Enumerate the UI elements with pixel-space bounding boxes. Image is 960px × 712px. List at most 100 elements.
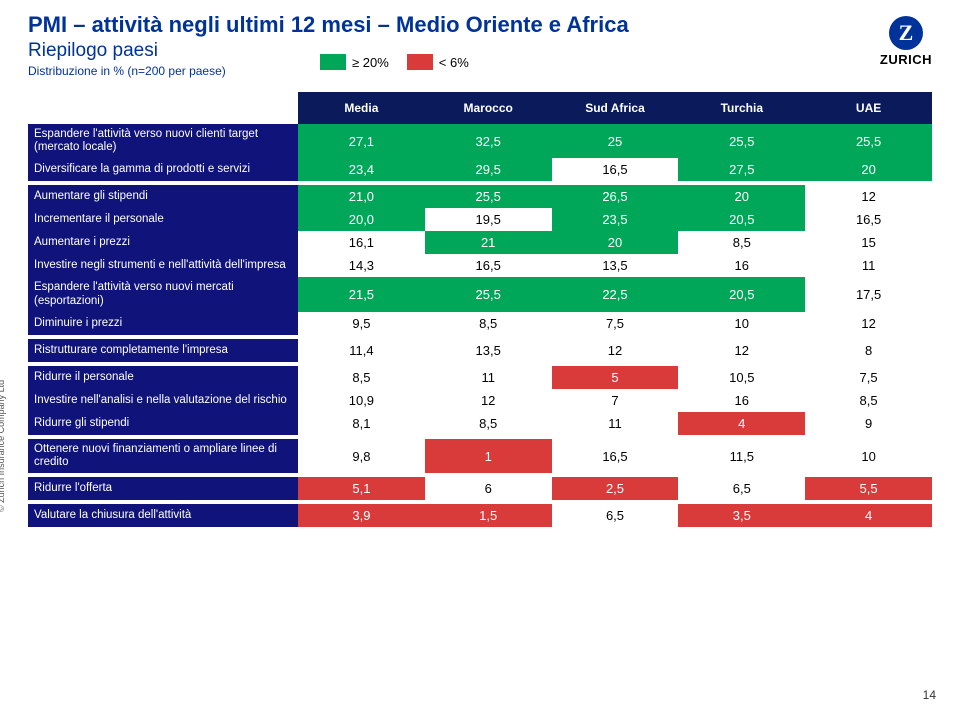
- row-label: Diminuire i prezzi: [28, 312, 298, 335]
- cell-value: 12: [552, 339, 679, 362]
- cell-value: 5,1: [298, 477, 425, 500]
- cell-value: 7,5: [552, 312, 679, 335]
- row-label: Investire nell'analisi e nella valutazio…: [28, 389, 298, 412]
- row-label: Investire negli strumenti e nell'attivit…: [28, 254, 298, 277]
- zurich-logo: Z ZURICH: [880, 12, 932, 67]
- row-label: Aumentare i prezzi: [28, 231, 298, 254]
- column-header: UAE: [805, 92, 932, 124]
- cell-value: 6,5: [678, 477, 805, 500]
- cell-value: 8: [805, 339, 932, 362]
- slide-header: PMI – attività negli ultimi 12 mesi – Me…: [0, 0, 960, 78]
- cell-value: 32,5: [425, 124, 552, 158]
- cell-value: 9,8: [298, 439, 425, 473]
- cell-value: 12: [425, 389, 552, 412]
- table-row: Investire negli strumenti e nell'attivit…: [28, 254, 932, 277]
- legend-item-low: < 6%: [407, 54, 469, 70]
- cell-value: 1: [425, 439, 552, 473]
- row-label: Ristrutturare completamente l'impresa: [28, 339, 298, 362]
- table-row: Diminuire i prezzi9,58,57,51012: [28, 312, 932, 335]
- data-table: MediaMaroccoSud AfricaTurchiaUAE Espande…: [28, 92, 932, 527]
- cell-value: 16,1: [298, 231, 425, 254]
- cell-value: 1,5: [425, 504, 552, 527]
- cell-value: 21,0: [298, 185, 425, 208]
- cell-value: 8,1: [298, 412, 425, 435]
- cell-value: 4: [805, 504, 932, 527]
- cell-value: 20: [678, 185, 805, 208]
- cell-value: 12: [678, 339, 805, 362]
- column-header-label: [28, 92, 298, 124]
- cell-value: 6,5: [552, 504, 679, 527]
- legend-swatch-green: [320, 54, 346, 70]
- cell-value: 10: [678, 312, 805, 335]
- cell-value: 22,5: [552, 277, 679, 311]
- row-label: Aumentare gli stipendi: [28, 185, 298, 208]
- table-row: Espandere l'attività verso nuovi mercati…: [28, 277, 932, 311]
- cell-value: 10: [805, 439, 932, 473]
- row-label: Diversificare la gamma di prodotti e ser…: [28, 158, 298, 181]
- row-label: Espandere l'attività verso nuovi clienti…: [28, 124, 298, 158]
- table-row: Ridurre gli stipendi8,18,51149: [28, 412, 932, 435]
- cell-value: 20,0: [298, 208, 425, 231]
- table-body: Espandere l'attività verso nuovi clienti…: [28, 124, 932, 527]
- cell-value: 9: [805, 412, 932, 435]
- cell-value: 16,5: [425, 254, 552, 277]
- title: PMI – attività negli ultimi 12 mesi – Me…: [28, 12, 880, 38]
- cell-value: 27,5: [678, 158, 805, 181]
- table-row: Ristrutturare completamente l'impresa11,…: [28, 339, 932, 362]
- cell-value: 20,5: [678, 277, 805, 311]
- cell-value: 10,5: [678, 366, 805, 389]
- cell-value: 19,5: [425, 208, 552, 231]
- cell-value: 5: [552, 366, 679, 389]
- cell-value: 6: [425, 477, 552, 500]
- cell-value: 20: [805, 158, 932, 181]
- cell-value: 9,5: [298, 312, 425, 335]
- cell-value: 11: [425, 366, 552, 389]
- cell-value: 21,5: [298, 277, 425, 311]
- data-table-wrap: MediaMaroccoSud AfricaTurchiaUAE Espande…: [0, 78, 960, 527]
- cell-value: 25,5: [678, 124, 805, 158]
- cell-value: 12: [805, 185, 932, 208]
- cell-value: 23,4: [298, 158, 425, 181]
- cell-value: 25: [552, 124, 679, 158]
- cell-value: 15: [805, 231, 932, 254]
- table-row: Valutare la chiusura dell'attività3,91,5…: [28, 504, 932, 527]
- row-label: Valutare la chiusura dell'attività: [28, 504, 298, 527]
- cell-value: 11: [552, 412, 679, 435]
- legend-item-high: ≥ 20%: [320, 54, 389, 70]
- copyright: © Zurich Insurance Company Ltd: [0, 380, 6, 512]
- cell-value: 23,5: [552, 208, 679, 231]
- cell-value: 4: [678, 412, 805, 435]
- cell-value: 8,5: [805, 389, 932, 412]
- table-row: Aumentare i prezzi16,121208,515: [28, 231, 932, 254]
- logo-brand: ZURICH: [880, 52, 932, 67]
- cell-value: 14,3: [298, 254, 425, 277]
- row-label: Ottenere nuovi finanziamenti o ampliare …: [28, 439, 298, 473]
- cell-value: 13,5: [425, 339, 552, 362]
- table-row: Investire nell'analisi e nella valutazio…: [28, 389, 932, 412]
- row-label: Ridurre gli stipendi: [28, 412, 298, 435]
- cell-value: 16,5: [805, 208, 932, 231]
- row-label: Ridurre il personale: [28, 366, 298, 389]
- table-head: MediaMaroccoSud AfricaTurchiaUAE: [28, 92, 932, 124]
- table-row: Ridurre l'offerta5,162,56,55,5: [28, 477, 932, 500]
- legend: ≥ 20% < 6%: [320, 54, 469, 70]
- logo-icon: Z: [889, 16, 923, 50]
- cell-value: 25,5: [805, 124, 932, 158]
- cell-value: 21: [425, 231, 552, 254]
- row-label: Incrementare il personale: [28, 208, 298, 231]
- cell-value: 11: [805, 254, 932, 277]
- column-header: Media: [298, 92, 425, 124]
- cell-value: 20,5: [678, 208, 805, 231]
- cell-value: 11,4: [298, 339, 425, 362]
- cell-value: 13,5: [552, 254, 679, 277]
- cell-value: 8,5: [298, 366, 425, 389]
- cell-value: 27,1: [298, 124, 425, 158]
- row-label: Ridurre l'offerta: [28, 477, 298, 500]
- page-number: 14: [923, 688, 936, 702]
- cell-value: 11,5: [678, 439, 805, 473]
- table-row: Diversificare la gamma di prodotti e ser…: [28, 158, 932, 181]
- cell-value: 3,9: [298, 504, 425, 527]
- cell-value: 17,5: [805, 277, 932, 311]
- cell-value: 10,9: [298, 389, 425, 412]
- column-header: Sud Africa: [552, 92, 679, 124]
